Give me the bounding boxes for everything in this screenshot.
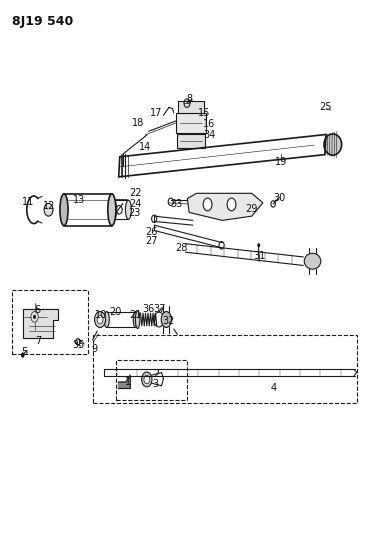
Polygon shape xyxy=(23,309,59,338)
Circle shape xyxy=(95,312,106,327)
Bar xyxy=(176,113,206,133)
Text: 15: 15 xyxy=(198,108,210,118)
Text: 1: 1 xyxy=(125,377,131,387)
Ellipse shape xyxy=(304,253,321,269)
Ellipse shape xyxy=(108,194,116,225)
Text: 8J19 540: 8J19 540 xyxy=(13,14,74,28)
Text: 32: 32 xyxy=(163,316,175,326)
Text: 28: 28 xyxy=(175,243,188,253)
Text: 5: 5 xyxy=(21,348,27,358)
Text: 12: 12 xyxy=(43,200,55,211)
Text: 13: 13 xyxy=(73,195,85,205)
Text: 36: 36 xyxy=(142,304,155,314)
Ellipse shape xyxy=(111,200,116,219)
Circle shape xyxy=(142,372,152,387)
Circle shape xyxy=(97,316,103,324)
Ellipse shape xyxy=(135,311,140,328)
Text: 34: 34 xyxy=(203,130,216,140)
Text: 30: 30 xyxy=(273,192,286,203)
Text: 31: 31 xyxy=(253,251,265,261)
Text: 29: 29 xyxy=(246,204,258,214)
Text: 19: 19 xyxy=(275,157,288,166)
Text: 10: 10 xyxy=(95,310,107,320)
Bar xyxy=(13,290,88,354)
Bar xyxy=(177,134,205,148)
Circle shape xyxy=(44,204,53,216)
Text: 37: 37 xyxy=(154,304,166,314)
Bar xyxy=(115,360,187,400)
Text: 9: 9 xyxy=(91,344,97,354)
Polygon shape xyxy=(187,193,263,220)
Text: 2: 2 xyxy=(153,369,159,378)
Text: 20: 20 xyxy=(109,306,122,317)
Circle shape xyxy=(203,198,212,211)
Text: 16: 16 xyxy=(203,119,216,130)
Text: 26: 26 xyxy=(145,227,158,237)
Polygon shape xyxy=(118,375,130,389)
Text: 3: 3 xyxy=(152,379,158,389)
Circle shape xyxy=(33,315,36,319)
Text: 6: 6 xyxy=(35,305,40,315)
Text: 35: 35 xyxy=(72,340,85,350)
Text: 17: 17 xyxy=(150,108,162,118)
Ellipse shape xyxy=(133,312,138,327)
Text: 23: 23 xyxy=(128,208,140,219)
Text: 25: 25 xyxy=(319,102,332,112)
Text: 8: 8 xyxy=(186,94,192,104)
Text: 14: 14 xyxy=(139,142,151,152)
Ellipse shape xyxy=(324,134,342,155)
Text: 22: 22 xyxy=(129,188,142,198)
Text: 7: 7 xyxy=(35,336,41,346)
Text: 4: 4 xyxy=(271,383,277,393)
Circle shape xyxy=(21,352,24,358)
Text: 11: 11 xyxy=(22,197,34,207)
Circle shape xyxy=(227,198,236,211)
Text: 27: 27 xyxy=(145,236,158,246)
Circle shape xyxy=(257,243,260,247)
Circle shape xyxy=(144,375,150,384)
Ellipse shape xyxy=(125,200,131,219)
Text: 33: 33 xyxy=(170,199,183,209)
Ellipse shape xyxy=(104,312,109,327)
Bar xyxy=(93,335,357,403)
Bar xyxy=(178,101,204,113)
Text: 24: 24 xyxy=(129,199,142,209)
Text: 18: 18 xyxy=(131,118,144,128)
Ellipse shape xyxy=(161,312,171,327)
Ellipse shape xyxy=(60,194,68,225)
Text: 21: 21 xyxy=(129,310,142,320)
